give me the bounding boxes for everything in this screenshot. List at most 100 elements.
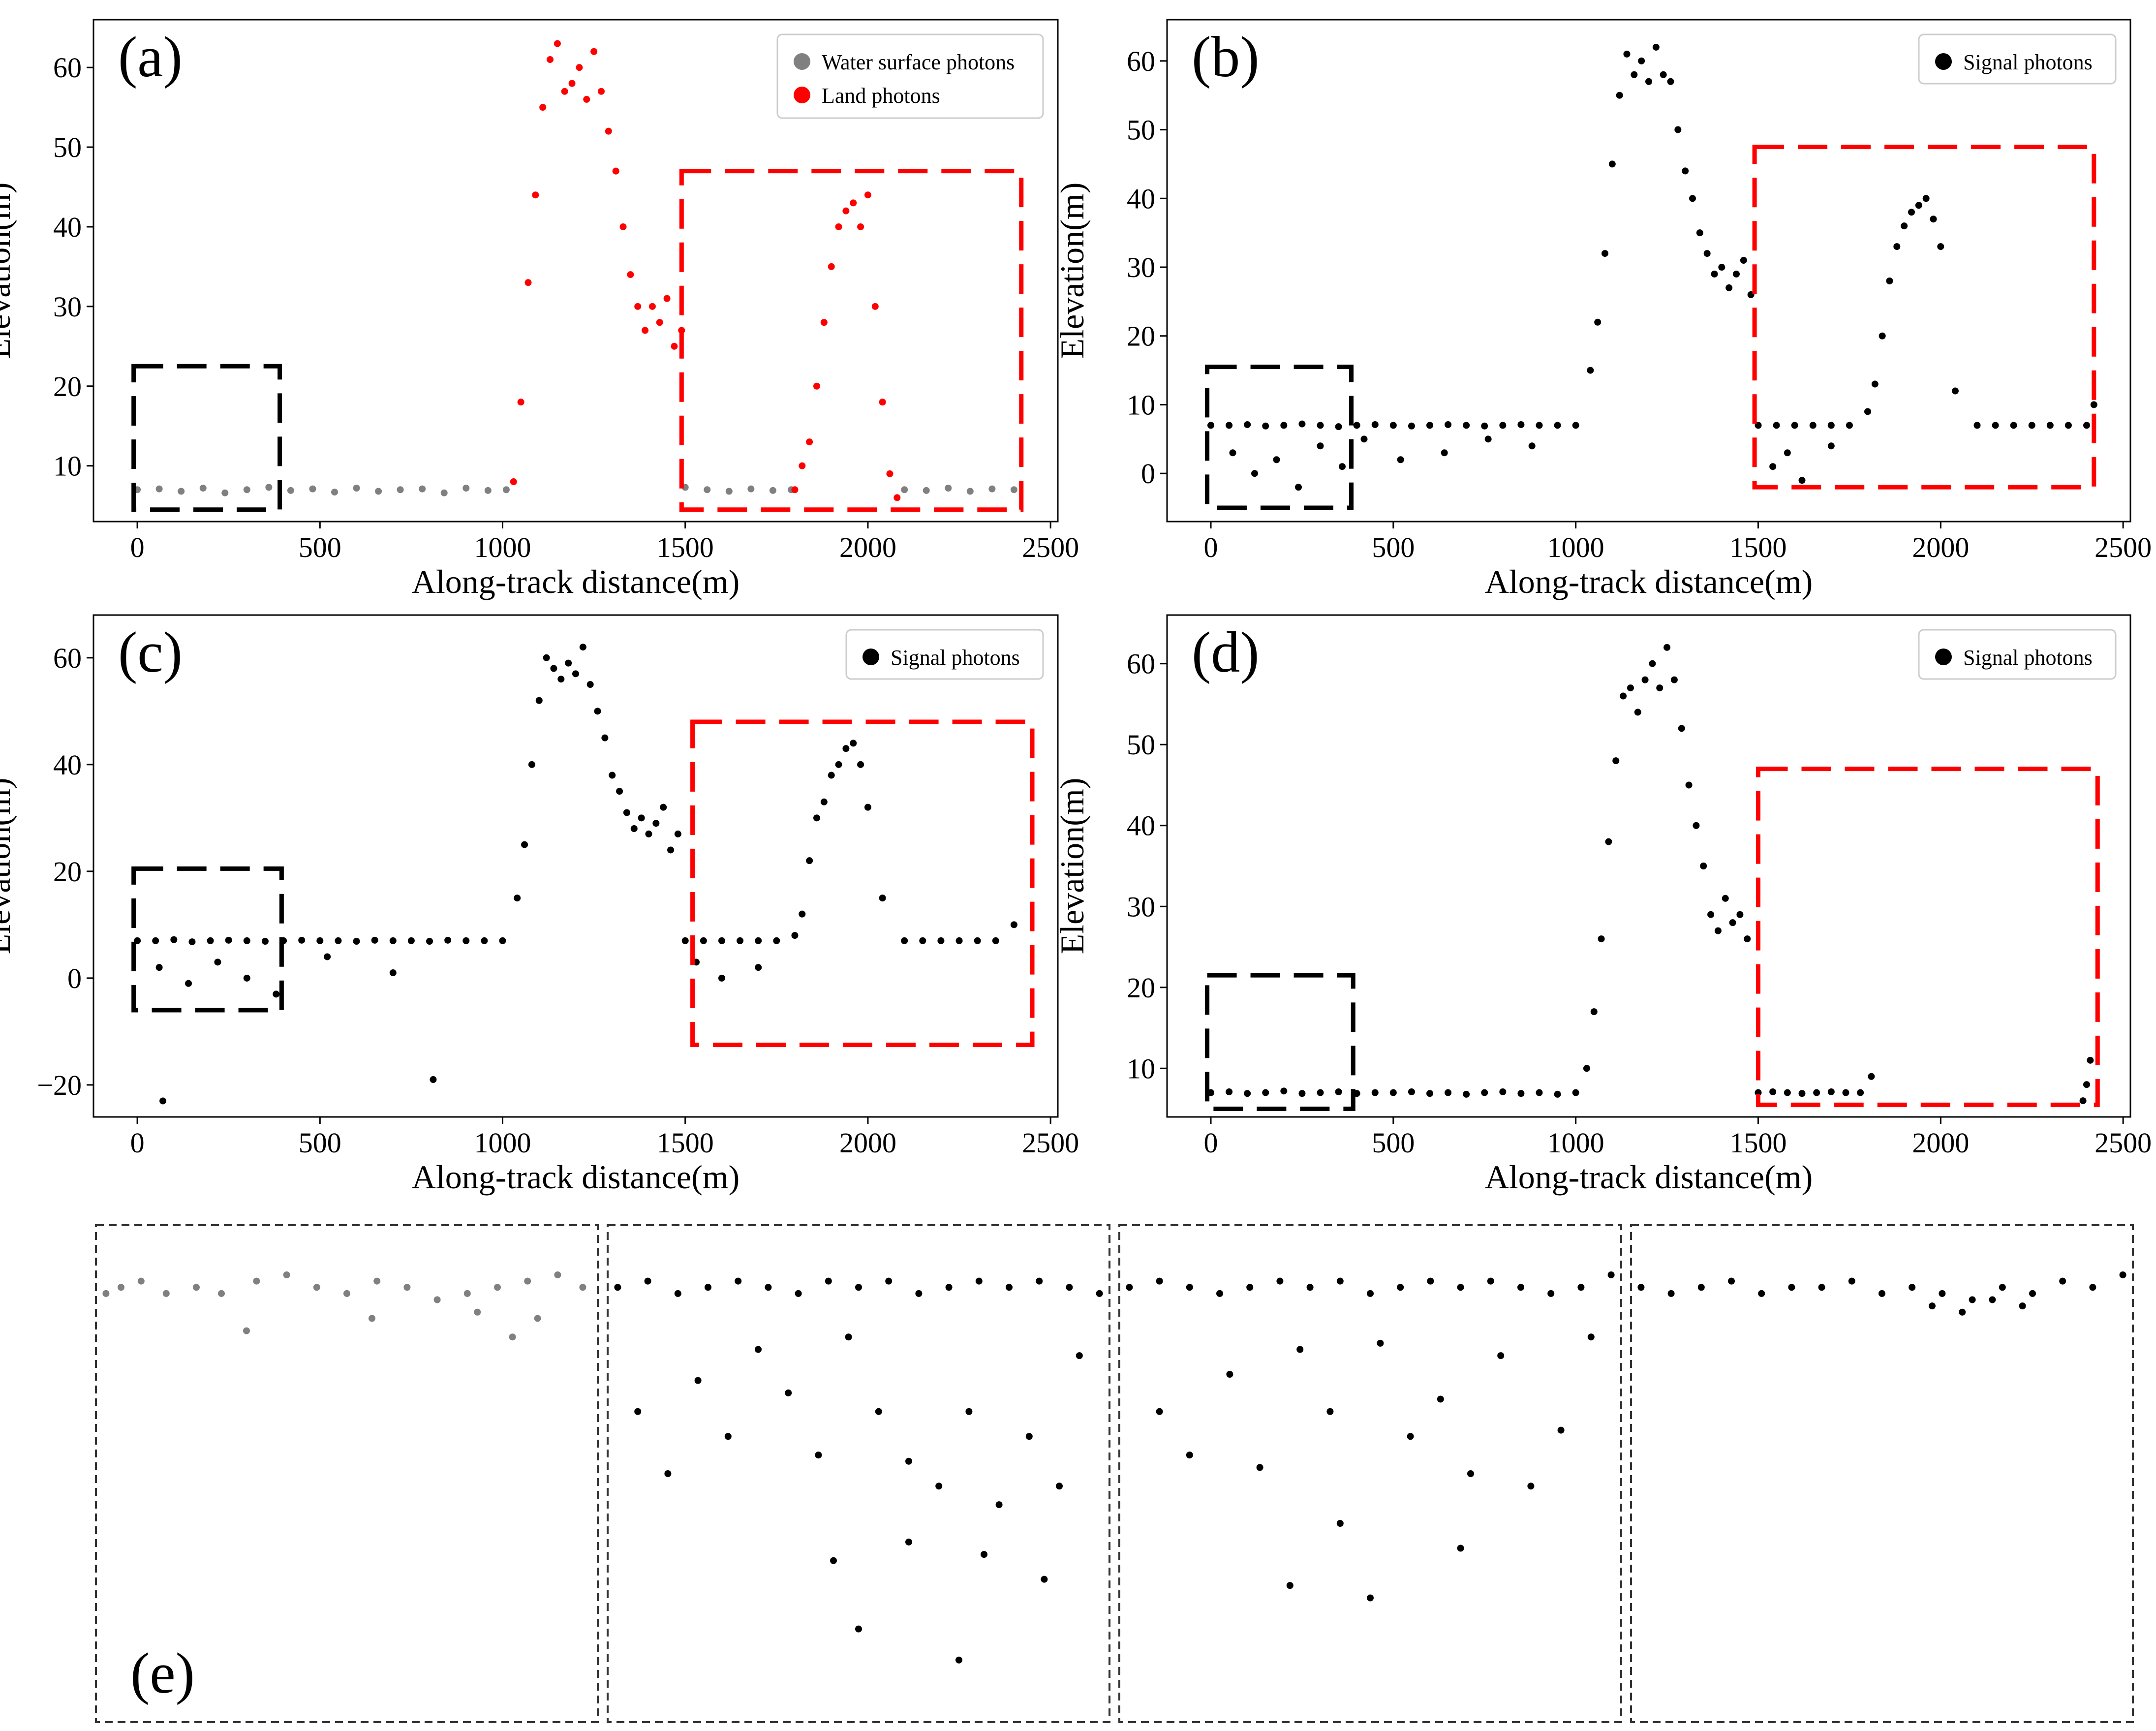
data-point-a <box>886 470 893 477</box>
data-point-c <box>261 938 269 945</box>
data-point-b <box>1733 270 1740 278</box>
data-point-b <box>1295 484 1302 491</box>
data-point-c <box>214 958 221 966</box>
data-point-b <box>1499 422 1507 429</box>
data-point-e <box>981 1551 987 1558</box>
y-tick-label-a: 20 <box>53 371 82 402</box>
data-point-a <box>353 485 360 492</box>
panel-label-b: (b) <box>1192 25 1260 89</box>
data-point-e <box>1848 1277 1855 1285</box>
x-axis-label-b: Along-track distance(m) <box>1485 563 1813 600</box>
data-point-e <box>1036 1277 1043 1285</box>
data-point-d <box>2083 1081 2090 1088</box>
black-highlight-box-b <box>1205 365 1354 510</box>
data-point-a <box>484 487 492 494</box>
data-point-e <box>1377 1339 1384 1347</box>
data-point-e <box>1818 1284 1825 1291</box>
black-highlight-box-c <box>131 866 284 1013</box>
data-point-b <box>1536 422 1543 429</box>
data-point-b <box>1608 160 1616 168</box>
data-point-b <box>1441 449 1448 457</box>
x-tick-label-c: 500 <box>299 1127 341 1159</box>
data-point-b <box>1689 195 1696 202</box>
red-highlight-box-c <box>690 719 1035 1048</box>
data-point-a <box>725 488 733 495</box>
legend-box-d <box>1918 629 2117 680</box>
data-point-e <box>313 1284 320 1291</box>
data-point-d <box>1572 1089 1579 1096</box>
data-point-e <box>1437 1395 1444 1403</box>
data-point-b <box>1638 57 1645 64</box>
x-tick-label-a: 2000 <box>839 531 896 563</box>
data-point-a <box>561 88 568 95</box>
data-point-e <box>955 1656 962 1664</box>
data-point-e <box>735 1277 742 1285</box>
panel-label-a: (a) <box>118 25 183 89</box>
data-point-b <box>1915 202 1922 209</box>
legend-box-c <box>845 629 1044 680</box>
data-point-c <box>737 937 744 944</box>
data-point-d <box>1670 676 1678 683</box>
legend-marker-a <box>794 87 810 103</box>
data-point-e <box>845 1333 852 1341</box>
data-point-d <box>1612 757 1620 765</box>
data-point-e <box>1697 1284 1705 1291</box>
data-point-b <box>1408 422 1415 430</box>
x-tick-label-c: 2500 <box>1022 1127 1079 1159</box>
panel-b: 0 500 1000 1500 2000 2500 0 10 20 30 40 50 60 Along-t… <box>1053 19 2152 600</box>
data-point-c <box>444 936 452 944</box>
data-point-e <box>825 1277 832 1285</box>
data-point-b <box>1886 277 1893 284</box>
data-point-a <box>547 56 554 63</box>
data-point-b <box>1992 422 1999 429</box>
data-point-a <box>155 485 163 493</box>
data-point-e <box>830 1557 837 1564</box>
data-point-d <box>1226 1088 1233 1095</box>
data-point-b <box>1930 216 1937 223</box>
data-point-b <box>2083 422 2090 429</box>
y-tick-label-a: 30 <box>53 291 82 323</box>
data-point-b <box>1229 449 1236 457</box>
axes-frame-d <box>1166 614 2131 1118</box>
data-point-b <box>1262 422 1269 430</box>
data-point-a <box>605 127 612 135</box>
data-point-b <box>1463 422 1470 429</box>
data-point-b <box>1339 463 1346 470</box>
data-point-a <box>539 104 547 111</box>
data-point-d <box>1445 1089 1452 1096</box>
data-point-d <box>1693 822 1700 829</box>
data-point-a <box>524 279 532 286</box>
data-point-e <box>1367 1290 1374 1297</box>
data-point-e <box>1226 1371 1233 1378</box>
data-point-a <box>642 327 649 334</box>
data-point-b <box>1273 456 1280 464</box>
data-point-b <box>1623 50 1631 58</box>
data-point-c <box>773 937 780 944</box>
x-tick-label-d: 1000 <box>1547 1127 1604 1159</box>
data-point-d <box>1481 1089 1488 1096</box>
data-point-e <box>1969 1296 1976 1303</box>
data-point-a <box>627 271 634 278</box>
data-point-d <box>1583 1065 1590 1072</box>
data-point-e <box>785 1389 792 1396</box>
x-tick-label-c: 0 <box>130 1127 145 1159</box>
data-point-b <box>1572 422 1579 429</box>
data-point-e <box>1056 1483 1063 1490</box>
data-point-b <box>1353 422 1360 429</box>
data-point-d <box>1426 1090 1433 1097</box>
data-point-c <box>565 659 572 667</box>
data-point-c <box>324 953 331 960</box>
axes-frame-b <box>1166 19 2131 523</box>
data-point-c <box>159 1097 167 1105</box>
data-point-c <box>207 937 214 944</box>
data-point-b <box>1317 422 1324 429</box>
data-point-d <box>1685 781 1693 789</box>
data-point-a <box>590 48 598 55</box>
legend-b: Signal photons <box>1918 33 2117 85</box>
data-point-c <box>879 895 886 902</box>
data-point-b <box>1317 442 1324 450</box>
data-point-a <box>568 80 576 87</box>
data-point-c <box>835 761 842 768</box>
data-point-d <box>1605 838 1612 845</box>
zoom-frame-e <box>1118 1224 1622 1723</box>
